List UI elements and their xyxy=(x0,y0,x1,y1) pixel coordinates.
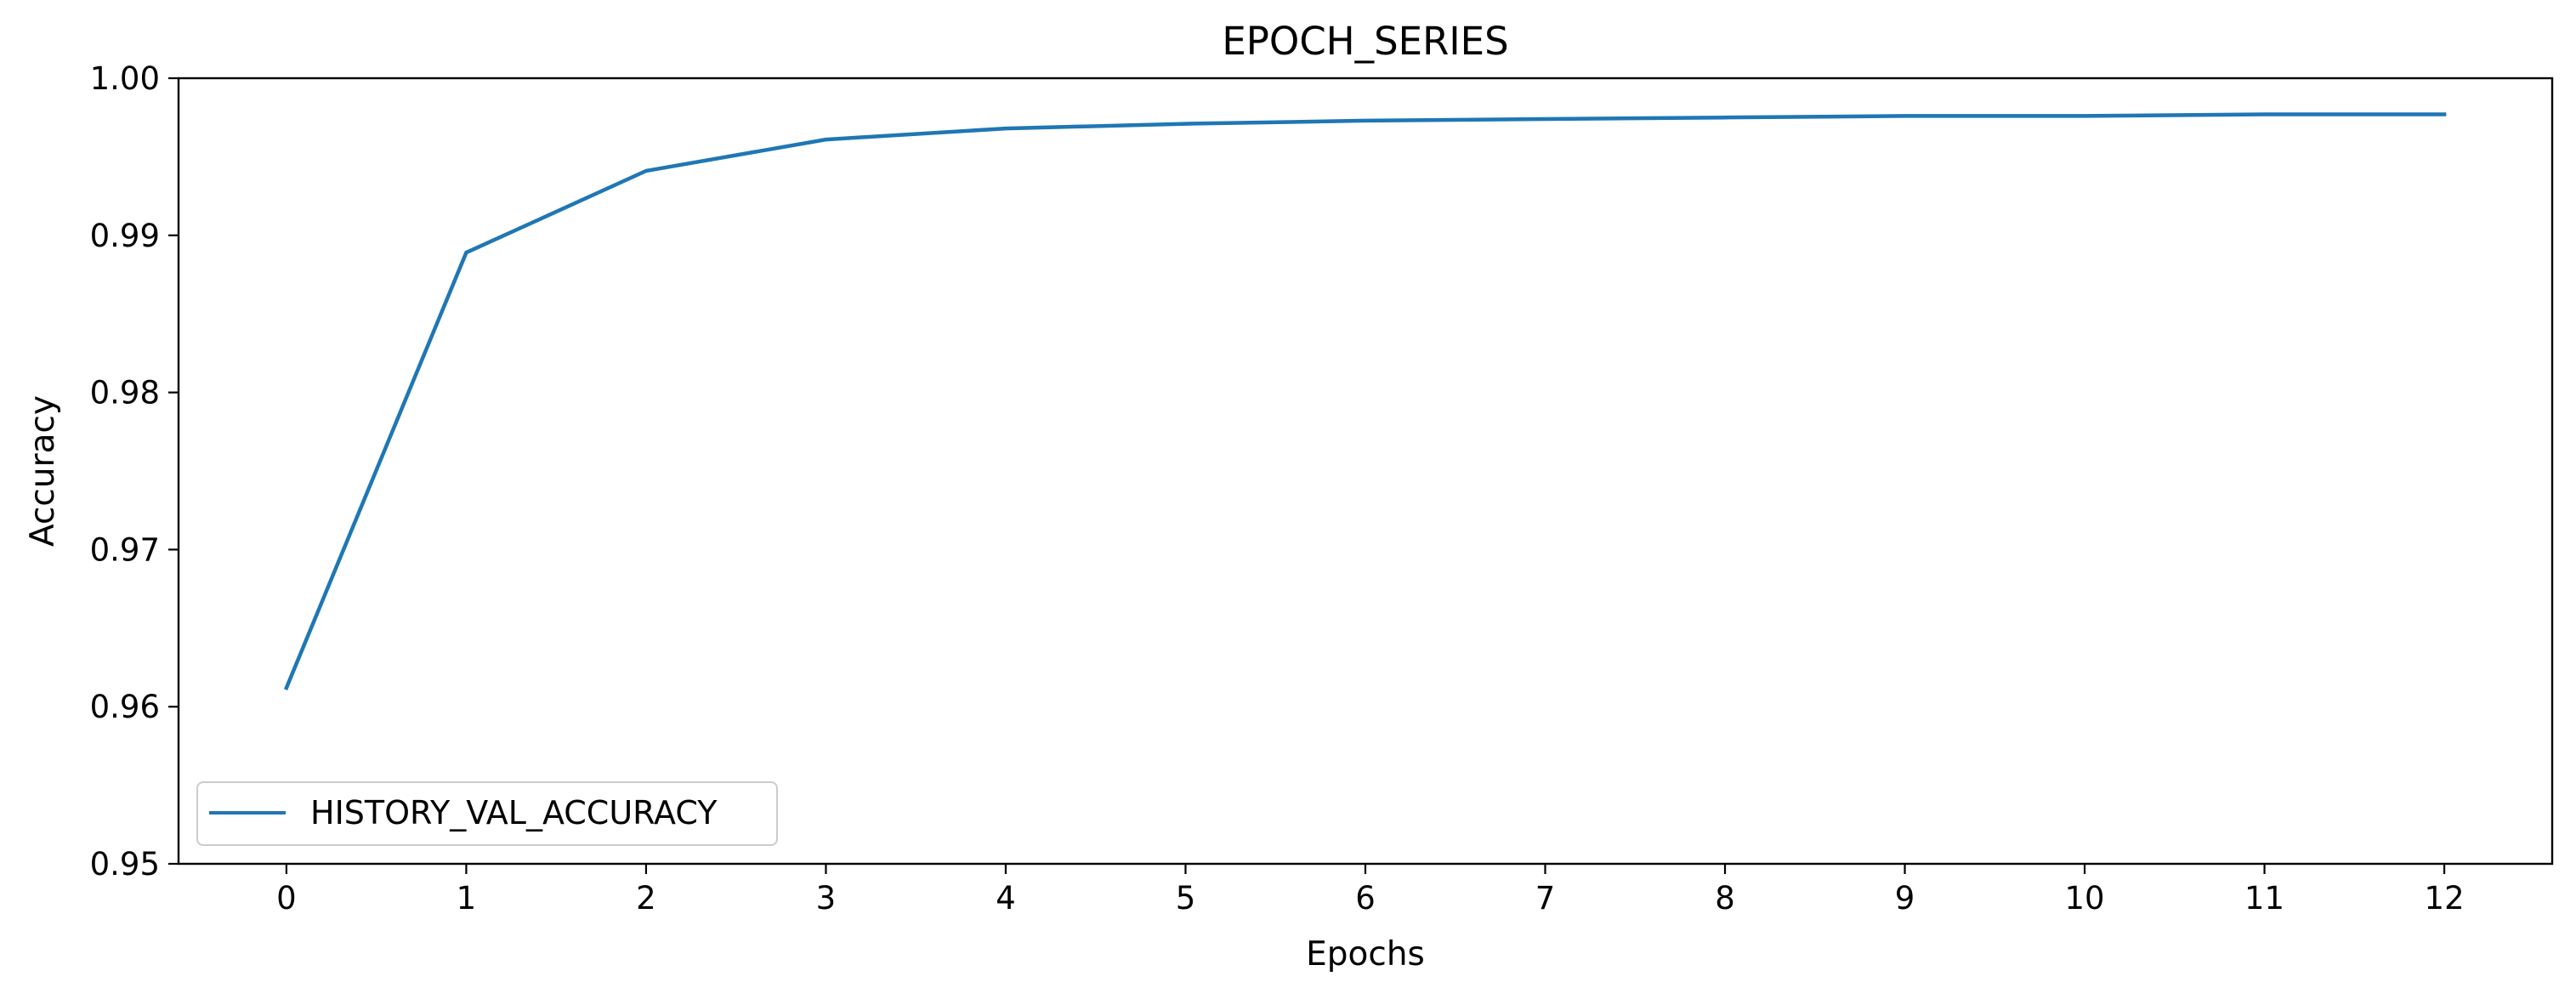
x-axis-label: Epochs xyxy=(1306,935,1425,973)
x-tick-label: 5 xyxy=(1176,880,1196,917)
x-tick-label: 4 xyxy=(996,880,1016,917)
x-tick-label: 6 xyxy=(1355,880,1376,917)
x-tick-label: 10 xyxy=(2065,880,2105,917)
plot-frame xyxy=(177,77,2554,866)
y-tick-label: 0.97 xyxy=(90,531,160,568)
y-axis-ticks: 0.95 0.96 0.97 0.98 0.99 1.00 xyxy=(90,60,179,883)
y-tick-label: 0.98 xyxy=(90,375,160,412)
series-line xyxy=(283,112,2447,690)
legend-label: HISTORY_VAL_ACCURACY xyxy=(310,794,718,832)
x-axis-ticks: 0 1 2 3 4 5 6 7 8 9 10 11 12 xyxy=(276,864,2465,917)
y-tick-label: 0.99 xyxy=(90,218,160,254)
x-tick-label: 9 xyxy=(1895,880,1915,917)
x-tick-label: 7 xyxy=(1535,880,1556,917)
x-tick-label: 3 xyxy=(816,880,837,917)
y-tick-label: 1.00 xyxy=(90,60,160,97)
chart-title: EPOCH_SERIES xyxy=(1222,19,1508,64)
series-layer xyxy=(283,112,2447,690)
y-axis-label: Accuracy xyxy=(24,395,62,547)
legend-box xyxy=(196,781,778,846)
x-tick-label: 11 xyxy=(2244,880,2284,917)
x-tick-label: 1 xyxy=(457,880,477,917)
x-tick-label: 12 xyxy=(2425,880,2465,917)
x-tick-label: 8 xyxy=(1715,880,1735,917)
x-tick-label: 2 xyxy=(636,880,656,917)
y-tick-label: 0.96 xyxy=(90,689,160,725)
y-tick-label: 0.95 xyxy=(90,846,160,883)
x-tick-label: 0 xyxy=(276,880,297,917)
legend: HISTORY_VAL_ACCURACY xyxy=(196,781,778,846)
